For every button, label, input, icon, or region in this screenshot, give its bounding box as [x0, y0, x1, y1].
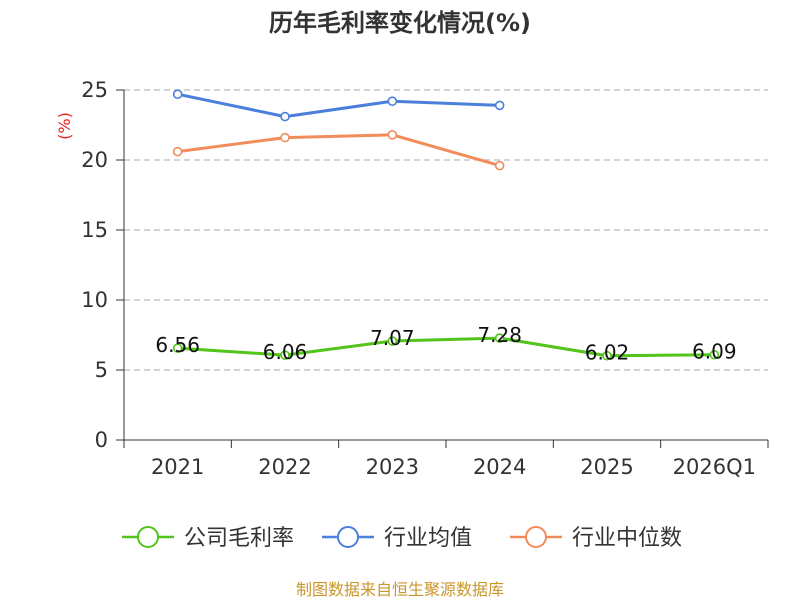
data-point: [172, 343, 183, 353]
y-tick-label: 5: [95, 358, 108, 382]
legend-marker: [137, 526, 159, 548]
grid-lines: [124, 89, 768, 371]
data-label: 7.07: [370, 326, 415, 350]
x-tick-label: 2024: [473, 455, 526, 479]
y-tick-label: 0: [95, 428, 108, 452]
x-tick-label: 2021: [151, 455, 204, 479]
y-tick-label: 15: [81, 218, 108, 242]
series-1: [172, 89, 505, 122]
series-group: 6.56 6.06 7.07 7.28 6.02 6.09: [155, 89, 737, 365]
series-line: [177, 336, 715, 358]
data-point: [494, 333, 505, 343]
x-tick-label: 2026Q1: [673, 455, 756, 479]
data-point: [280, 111, 290, 122]
axes: [123, 90, 768, 441]
chart-title: 历年毛利率变化情况(%): [269, 9, 531, 37]
legend-label: 行业中位数: [572, 526, 682, 551]
data-point: [172, 146, 183, 157]
data-label: 6.02: [585, 341, 630, 365]
data-point: [494, 160, 505, 171]
data-label: 6.06: [263, 340, 308, 364]
legend-item[interactable]: 行业均值: [322, 526, 472, 551]
series-0: 6.56 6.06 7.07 7.28 6.02 6.09: [155, 323, 736, 365]
data-label: 6.56: [155, 333, 200, 357]
legend-marker: [337, 526, 359, 548]
series-line: [177, 133, 501, 168]
data-point: [280, 350, 290, 360]
y-ticks: 0 5 10 15 20 25: [81, 78, 124, 452]
legend-item[interactable]: 行业中位数: [510, 526, 682, 551]
y-tick-label: 25: [81, 78, 108, 102]
series-2: [172, 130, 505, 171]
y-tick-label: 10: [81, 288, 108, 312]
data-point: [709, 349, 720, 360]
data-point: [602, 350, 612, 361]
legend: 公司毛利率 行业均值 行业中位数: [122, 526, 682, 551]
data-point: [387, 336, 398, 346]
x-ticks: 2021 2022 2023 2024 2025 2026Q1: [123, 440, 769, 479]
y-axis-label: (%): [55, 112, 74, 140]
x-tick-label: 2022: [258, 455, 311, 479]
legend-label: 公司毛利率: [184, 526, 294, 551]
series-line: [177, 92, 500, 119]
data-point: [172, 89, 183, 99]
footer-source: 制图数据来自恒生聚源数据库: [296, 580, 504, 599]
legend-marker: [525, 526, 547, 548]
data-label: 7.28: [477, 323, 522, 347]
x-tick-label: 2025: [580, 455, 633, 479]
data-label: 6.09: [692, 340, 737, 364]
data-point: [387, 96, 398, 106]
data-point: [280, 132, 290, 143]
y-tick-label: 20: [81, 148, 108, 172]
x-tick-label: 2023: [366, 455, 419, 479]
legend-label: 行业均值: [384, 526, 472, 551]
legend-item[interactable]: 公司毛利率: [122, 526, 294, 551]
data-point: [494, 100, 505, 111]
data-point: [387, 130, 398, 140]
